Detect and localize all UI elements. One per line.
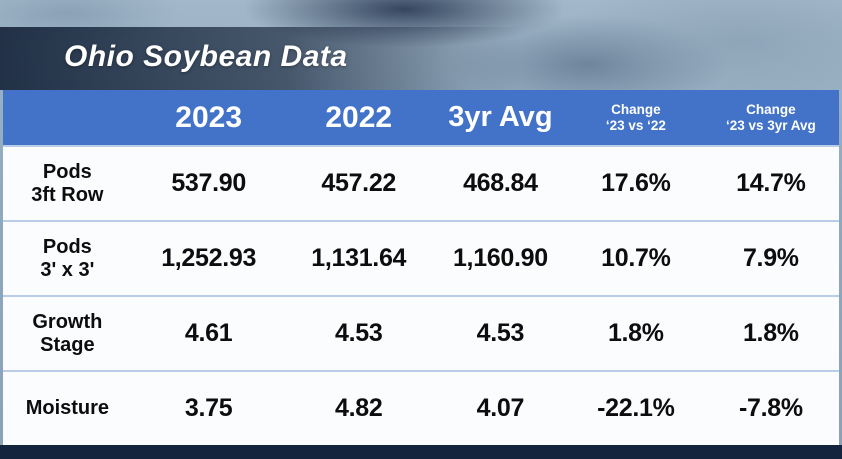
table-cell: 4.53 xyxy=(334,319,383,347)
row-label: Pods 3ft Row xyxy=(3,147,132,220)
table-row-pods-3x3: Pods 3' x 3' 1,252.93 1,131.64 1,160.90 … xyxy=(3,220,839,295)
column-header-2023: 2023 xyxy=(175,100,243,134)
change-header-line1: Change xyxy=(746,101,796,117)
row-label-line1: Pods xyxy=(42,160,92,183)
page-title: Ohio Soybean Data xyxy=(64,40,348,73)
table-header-row: 2023 2022 3yr Avg Change ‘23 vs ‘22 Chan… xyxy=(3,90,839,145)
table-cell: 1.8% xyxy=(607,319,664,347)
table-row-moisture: Moisture 3.75 4.82 4.07 -22.1% -7.8% xyxy=(3,370,839,445)
row-label: Moisture xyxy=(3,372,132,445)
row-label: Pods 3' x 3' xyxy=(3,222,132,295)
soybean-data-table: 2023 2022 3yr Avg Change ‘23 vs ‘22 Chan… xyxy=(3,90,839,445)
table-cell: 14.7% xyxy=(736,169,806,197)
table-cell: 1,131.64 xyxy=(311,244,407,272)
table-cell: 468.84 xyxy=(463,169,538,197)
column-header-change-23vs3yr: Change ‘23 vs 3yr Avg xyxy=(703,90,839,145)
table-cell: 537.90 xyxy=(171,169,246,197)
footer-navy-bar xyxy=(0,445,842,459)
table-cell: 17.6% xyxy=(601,169,671,197)
table-cell: 1.8% xyxy=(742,319,799,347)
row-label-line1: Pods xyxy=(42,235,92,258)
row-label-line2: Stage xyxy=(40,333,95,356)
row-label: Growth Stage xyxy=(3,297,132,370)
table-cell: 7.9% xyxy=(742,244,799,272)
row-label-line1: Moisture xyxy=(25,397,110,419)
table-cell: 4.61 xyxy=(184,319,233,347)
change-header-line2: ‘23 vs 3yr Avg xyxy=(725,117,816,133)
table-cell: 4.07 xyxy=(476,394,525,422)
column-header-change-23vs22: Change ‘23 vs ‘22 xyxy=(569,90,703,145)
table-cell: 4.53 xyxy=(476,319,525,347)
table-cell: 1,252.93 xyxy=(161,244,257,272)
change-header-line2: ‘23 vs ‘22 xyxy=(605,117,666,133)
table-cell: 10.7% xyxy=(601,244,671,272)
row-label-line2: 3ft Row xyxy=(31,183,104,206)
title-backdrop xyxy=(0,27,523,90)
column-header-2022: 2022 xyxy=(325,100,393,134)
table-row-pods-3ft: Pods 3ft Row 537.90 457.22 468.84 17.6% … xyxy=(3,145,839,220)
row-label-line1: Growth xyxy=(32,310,103,333)
column-header-3yr-avg: 3yr Avg xyxy=(448,101,553,133)
table-cell: -7.8% xyxy=(738,394,803,422)
row-label-line2: 3' x 3' xyxy=(40,258,95,281)
table-cell: 457.22 xyxy=(321,169,397,197)
column-header-blank xyxy=(3,90,132,145)
change-header-line1: Change xyxy=(611,101,661,117)
table-cell: 1,160.90 xyxy=(452,244,548,272)
table-row-growth-stage: Growth Stage 4.61 4.53 4.53 1.8% 1.8% xyxy=(3,295,839,370)
table-cell: 3.75 xyxy=(184,394,233,422)
table-cell: -22.1% xyxy=(597,394,675,422)
table-cell: 4.82 xyxy=(334,394,383,422)
